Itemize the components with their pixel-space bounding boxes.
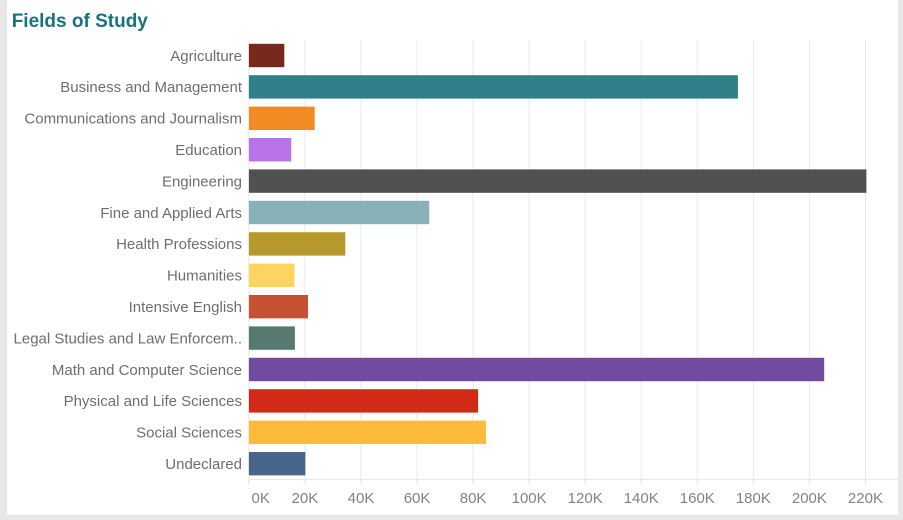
svg-text:Fine and Applied Arts: Fine and Applied Arts <box>100 205 242 222</box>
svg-text:220K: 220K <box>848 490 883 507</box>
svg-text:120K: 120K <box>568 490 603 507</box>
svg-text:20K: 20K <box>292 490 319 507</box>
svg-text:100K: 100K <box>512 490 547 507</box>
svg-text:Legal Studies and Law Enforcem: Legal Studies and Law Enforcem.. <box>14 330 242 347</box>
svg-text:160K: 160K <box>680 490 715 507</box>
svg-text:Agriculture: Agriculture <box>170 48 242 65</box>
svg-text:60K: 60K <box>404 490 431 507</box>
svg-text:Engineering: Engineering <box>162 173 242 190</box>
svg-text:Fields of Study: Fields of Study <box>12 11 149 32</box>
svg-text:Intensive English: Intensive English <box>129 299 242 316</box>
svg-text:Business and Management: Business and Management <box>60 79 243 96</box>
svg-text:80K: 80K <box>460 490 487 507</box>
svg-text:Physical and Life Sciences: Physical and Life Sciences <box>64 393 242 410</box>
svg-text:Health Professions: Health Professions <box>116 236 242 253</box>
svg-text:Social Sciences: Social Sciences <box>136 425 242 442</box>
svg-text:Undeclared: Undeclared <box>165 456 242 473</box>
svg-text:40K: 40K <box>348 490 375 507</box>
svg-text:0K: 0K <box>252 490 270 507</box>
svg-text:Math and Computer Science: Math and Computer Science <box>52 362 242 379</box>
svg-text:140K: 140K <box>624 490 659 507</box>
svg-text:180K: 180K <box>736 490 771 507</box>
svg-text:200K: 200K <box>792 490 827 507</box>
svg-text:Communications and Journalism: Communications and Journalism <box>24 111 242 128</box>
svg-text:Education: Education <box>175 142 242 159</box>
svg-text:Humanities: Humanities <box>167 268 242 285</box>
